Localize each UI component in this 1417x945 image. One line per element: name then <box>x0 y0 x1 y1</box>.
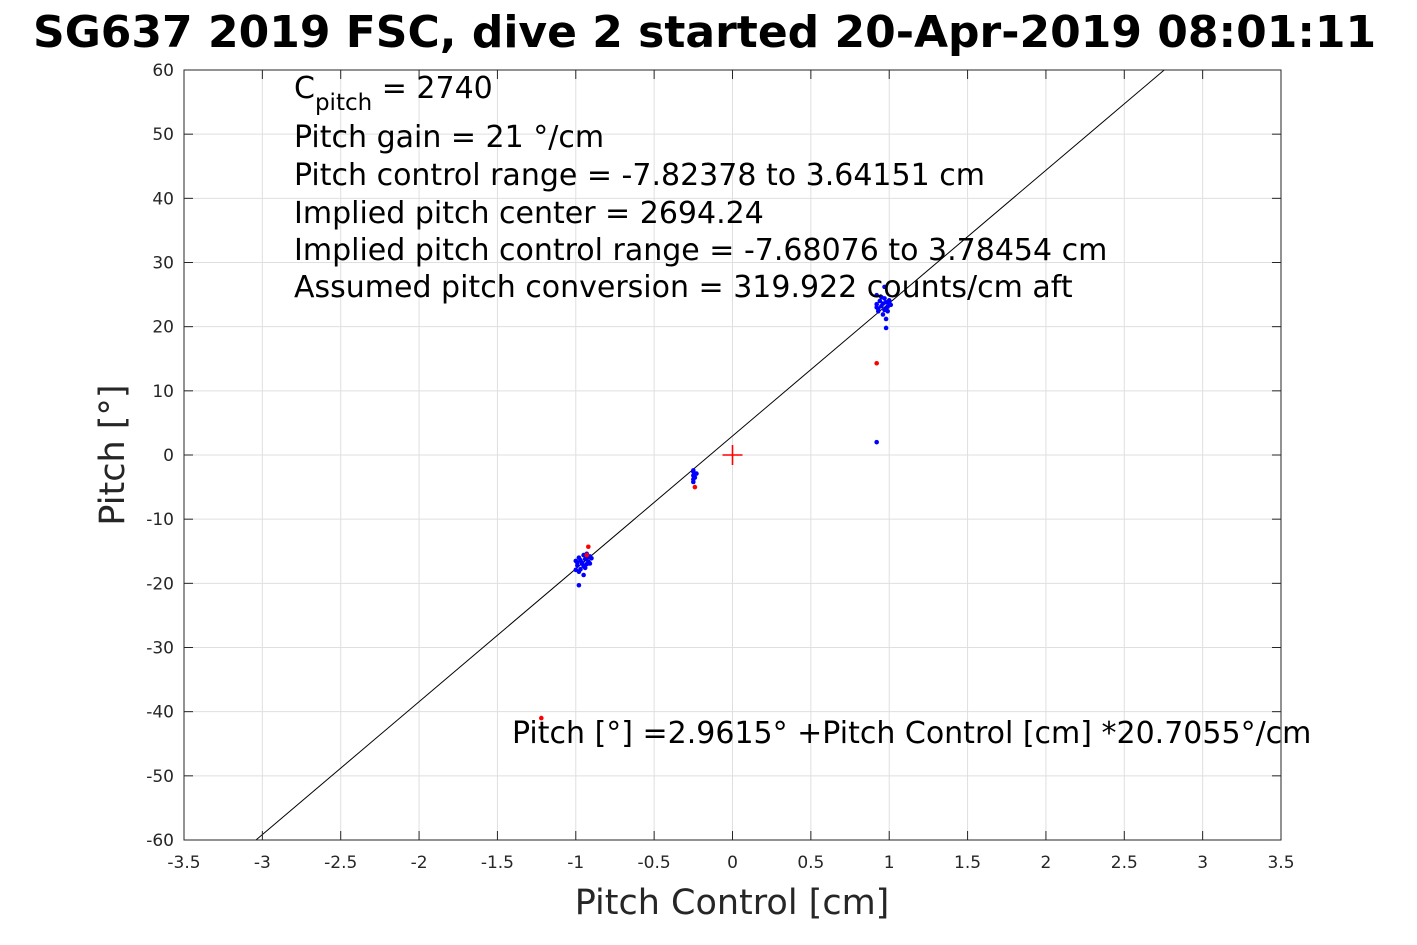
data-point-blue <box>882 284 887 290</box>
data-point-blue <box>576 582 582 588</box>
x-tick-label: 1 <box>884 853 895 873</box>
y-tick-label: -20 <box>146 574 174 594</box>
y-tick-label: 10 <box>152 382 174 402</box>
annotation-pitch-gain: Pitch gain = 21 °/cm <box>294 120 604 155</box>
c-pitch-prefix: C <box>294 71 315 106</box>
x-tick-label: 1.5 <box>954 853 981 873</box>
data-point-blue <box>692 475 698 480</box>
x-tick-label: 3 <box>1197 853 1208 873</box>
annotation-assumed-pitch-conversion: Assumed pitch conversion = 319.922 count… <box>294 270 1073 305</box>
data-point-blue <box>877 298 883 304</box>
ticks: -3.5 -3 -2.5 -2 -1.5 -1 -0.5 0 0.5 1 1.5 2 2.5 3 3.5 -6… <box>146 61 1294 873</box>
fit-line <box>255 69 1165 841</box>
data-point-blue <box>885 308 890 314</box>
annotation-pitch-control-range: Pitch control range = -7.82378 to 3.6415… <box>294 158 985 193</box>
data-point-blue <box>575 560 580 566</box>
data-point-blue <box>886 300 892 306</box>
y-tick-label: -50 <box>146 767 174 787</box>
x-tick-label: -0.5 <box>638 853 671 873</box>
x-tick-label: -2.5 <box>324 853 357 873</box>
x-tick-label: 2.5 <box>1111 853 1138 873</box>
y-tick-label: 0 <box>163 446 174 466</box>
data-point-blue <box>587 561 593 566</box>
y-tick-label: -60 <box>146 831 174 851</box>
grid <box>183 69 1282 841</box>
data-point-blue <box>874 439 879 445</box>
x-tick-label: -3.5 <box>167 853 200 873</box>
annotation-implied-pitch-control-range: Implied pitch control range = -7.68076 t… <box>294 233 1107 268</box>
data-point-blue <box>691 479 696 485</box>
x-tick-label: -2 <box>411 853 428 873</box>
c-pitch-annotation: Cpitch = 2740 <box>294 71 493 116</box>
data-point-blue <box>691 468 696 473</box>
c-pitch-subscript: pitch <box>315 90 372 116</box>
y-tick-label: 40 <box>152 189 174 209</box>
data-point-red <box>539 715 544 721</box>
y-tick-label: -30 <box>146 639 174 659</box>
x-tick-label: 0 <box>727 853 738 873</box>
x-tick-label: 0.5 <box>797 853 824 873</box>
y-tick-label: -10 <box>146 510 174 530</box>
data-point-red <box>874 360 879 366</box>
chart-title: SG637 2019 FSC, dive 2 started 20-Apr-20… <box>33 7 1376 58</box>
fit-equation-label: Pitch [°] =2.9615° +Pitch Control [cm] *… <box>512 716 1311 751</box>
x-tick-label: 2 <box>1041 853 1052 873</box>
center-marker-group <box>722 445 743 465</box>
annotation-implied-pitch-center: Implied pitch center = 2694.24 <box>294 196 764 231</box>
x-tick-label: 3.5 <box>1267 853 1294 873</box>
data-point-red <box>586 544 591 550</box>
data-point-blue <box>874 292 879 298</box>
y-tick-label: -40 <box>146 703 174 723</box>
data-point-blue <box>573 567 579 573</box>
data-point-blue <box>581 572 586 578</box>
y-tick-label: 60 <box>152 61 174 81</box>
data-point-red <box>692 484 698 490</box>
data-points <box>539 284 894 721</box>
data-point-blue <box>582 565 588 571</box>
data-point-blue <box>694 471 699 476</box>
x-tick-label: -1 <box>567 853 584 873</box>
y-axis-label: Pitch [°] <box>93 384 133 525</box>
y-tick-label: 30 <box>152 254 174 274</box>
data-point-blue <box>874 301 879 307</box>
y-tick-label: 20 <box>152 318 174 338</box>
y-tick-label: 50 <box>152 125 174 145</box>
data-point-blue <box>875 306 881 312</box>
data-point-blue <box>883 325 889 331</box>
data-point-blue <box>578 557 583 563</box>
x-axis-label: Pitch Control [cm] <box>575 883 890 923</box>
data-point-blue <box>880 312 886 317</box>
x-tick-label: -1.5 <box>481 853 514 873</box>
fit-line-group <box>255 69 1165 841</box>
c-pitch-value: = 2740 <box>372 71 493 106</box>
x-tick-label: -3 <box>254 853 271 873</box>
data-point-red <box>584 552 590 558</box>
data-point-blue <box>879 294 884 300</box>
data-point-blue <box>883 316 889 322</box>
